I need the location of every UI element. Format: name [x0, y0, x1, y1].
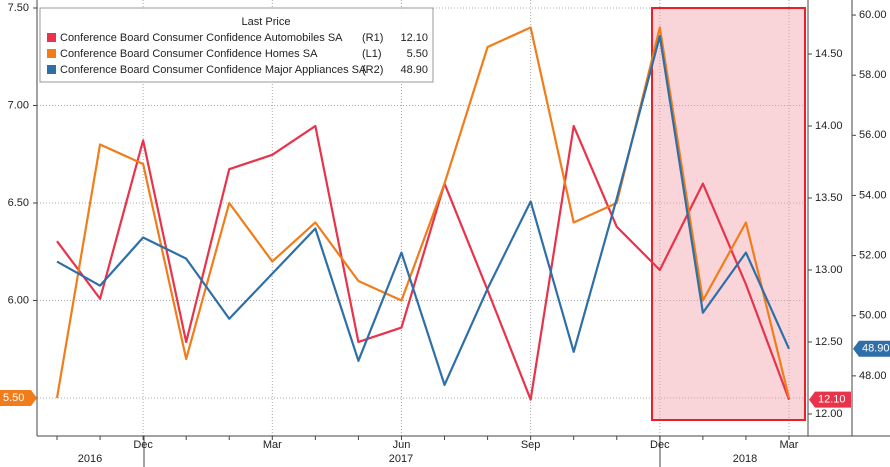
lines [55, 26, 791, 401]
x-tick-label: Mar [780, 439, 799, 451]
legend: Last Price Conference Board Consumer Con… [39, 7, 434, 83]
last-price-tag [853, 340, 890, 357]
series-line [56, 124, 791, 401]
y-tick-label: 7.00 [8, 99, 29, 111]
x-tick-label: Jun [393, 439, 411, 451]
y-tick-label: 6.00 [8, 294, 29, 306]
legend-label: Conference Board Consumer Confidence Hom… [60, 48, 318, 60]
y3-tick-label: 60.00 [859, 9, 887, 21]
year-label: 2017 [389, 453, 413, 465]
year-label: 2018 [733, 453, 757, 465]
legend-swatch [47, 49, 56, 58]
y3-tick-label: 58.00 [859, 69, 887, 81]
legend-title: Last Price [242, 16, 291, 28]
year-label: 2016 [78, 453, 102, 465]
legend-value: 12.10 [400, 32, 428, 44]
y-tick-label: 6.50 [8, 197, 29, 209]
highlight-region [651, 7, 806, 421]
legend-axis: (R2) [362, 64, 383, 76]
last-price-tag [0, 389, 37, 406]
legend-swatch [47, 33, 56, 42]
y3-tick-label: 50.00 [859, 310, 887, 322]
last-price-tag [809, 391, 851, 408]
y3-tick-label: 56.00 [859, 129, 887, 141]
last-price-label: 5.50 [3, 392, 24, 404]
y2-tick-label: 13.00 [815, 264, 843, 276]
legend-label: Conference Board Consumer Confidence Aut… [60, 32, 343, 44]
legend-axis: (L1) [362, 48, 382, 60]
y3-tick-label: 52.00 [859, 249, 887, 261]
y2-tick-label: 13.50 [815, 192, 843, 204]
legend-box [39, 7, 434, 83]
last-price-label: 48.90 [862, 343, 890, 355]
y-tick-label: 7.50 [8, 2, 29, 14]
legend-label: Conference Board Consumer Confidence Maj… [60, 64, 367, 76]
last-price-label: 12.10 [818, 393, 846, 405]
x-tick-label: Mar [263, 439, 282, 451]
legend-value: 48.90 [400, 64, 428, 76]
legend-swatch [47, 65, 56, 74]
y3-tick-label: 54.00 [859, 189, 887, 201]
y2-tick-label: 14.00 [815, 120, 843, 132]
y2-tick-label: 14.50 [815, 48, 843, 60]
series-line [55, 26, 791, 399]
x-tick-label: Dec [650, 439, 670, 451]
x-tick-label: Sep [521, 439, 541, 451]
y2-tick-label: 12.00 [815, 408, 843, 420]
y3-tick-label: 48.00 [859, 370, 887, 382]
legend-axis: (R1) [362, 32, 383, 44]
x-tick-label: Dec [133, 439, 153, 451]
series-line [56, 34, 791, 386]
legend-value: 5.50 [407, 48, 428, 60]
y2-tick-label: 12.50 [815, 336, 843, 348]
